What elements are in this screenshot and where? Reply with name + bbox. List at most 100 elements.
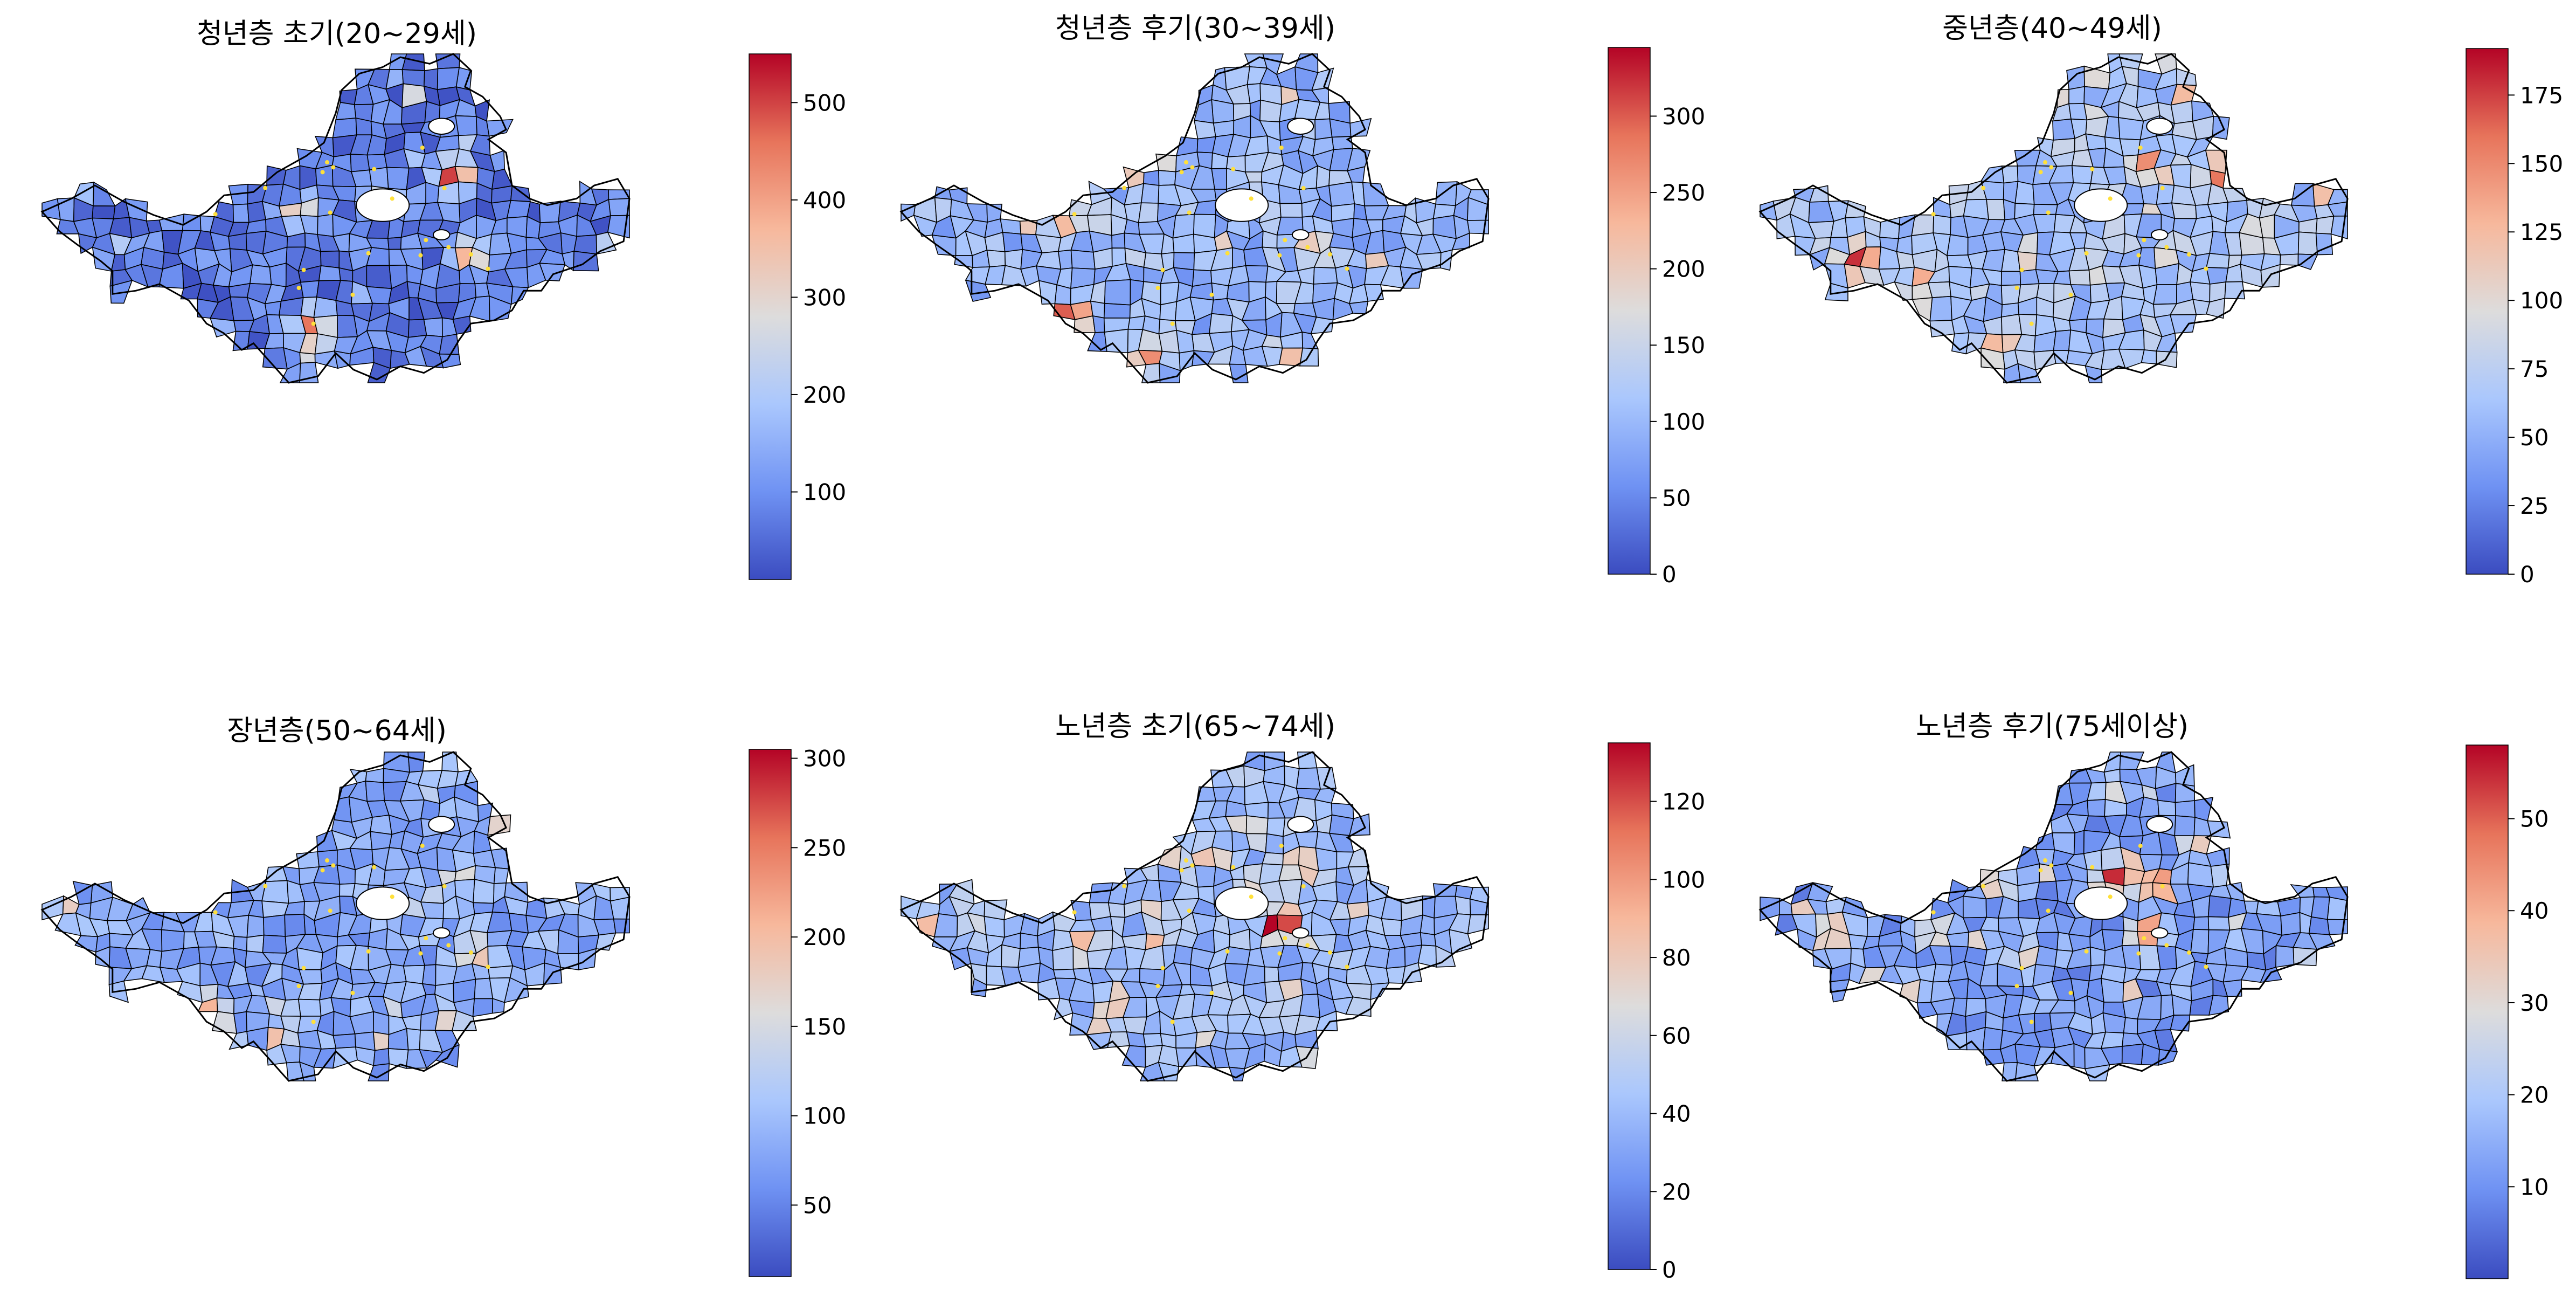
marker-dot (1184, 858, 1189, 863)
colorbar-tick-label: 80 (1662, 944, 1691, 971)
district (2123, 1017, 2138, 1035)
marker-dot (1345, 266, 1349, 271)
marker-dot (1327, 950, 1332, 955)
district (931, 235, 957, 256)
district (1348, 300, 1369, 314)
colorbar-tick-label: 30 (2520, 990, 2549, 1016)
district (2308, 916, 2330, 935)
district (372, 1011, 390, 1035)
marker-dot (1122, 185, 1127, 190)
district (1381, 918, 1402, 936)
colorbar-tick-label: 100 (803, 1103, 846, 1129)
district (1103, 302, 1131, 319)
district (487, 814, 511, 836)
colorbar-tick-label: 0 (1662, 561, 1677, 588)
marker-dot (2029, 321, 2034, 326)
map-title: 청년층 초기(20~29세) (197, 18, 477, 50)
marker-dot (420, 843, 425, 848)
marker-dot (2068, 292, 2073, 297)
marker-dot (2049, 863, 2054, 868)
district (510, 286, 529, 305)
district (2014, 1062, 2039, 1081)
map-title: 노년층 초기(65~74세) (1055, 711, 1335, 743)
colorbar: 0 50 100 150 200 250 300 (1608, 47, 1705, 588)
city-boundary (1758, 53, 2349, 384)
district (2170, 164, 2192, 189)
district (954, 255, 973, 268)
district (1435, 945, 1456, 968)
marker-dot (1327, 252, 1332, 257)
colorbar-tick-label: 250 (803, 835, 846, 861)
map-hole (2146, 816, 2173, 833)
marker-dot (2019, 267, 2024, 272)
district-polygons (41, 53, 630, 383)
district (2033, 350, 2056, 371)
marker-dot (468, 252, 473, 257)
district (1092, 247, 1113, 270)
district-polygons (1760, 53, 2348, 383)
marker-dot (1345, 964, 1349, 969)
district (2087, 799, 2106, 817)
district (425, 182, 440, 204)
map-panel-5: 노년층 초기(65~74세) 0 20 40 60 80 100 120 (899, 711, 1705, 1283)
district (1243, 964, 1265, 986)
district (539, 263, 566, 281)
district (232, 203, 250, 223)
marker-dot (424, 238, 428, 243)
district (2071, 165, 2094, 184)
marker-dot (2084, 251, 2089, 256)
district (1245, 265, 1269, 283)
marker-dot (1155, 286, 1160, 291)
district (1194, 865, 1216, 888)
marker-dot (2090, 167, 2095, 171)
district (1054, 284, 1071, 305)
district (2174, 815, 2196, 837)
marker-dot (420, 145, 425, 150)
district (211, 1011, 238, 1034)
colorbar-scale (1608, 47, 1651, 575)
district (1419, 932, 1437, 947)
marker-dot (486, 964, 490, 969)
district (2153, 284, 2177, 305)
district (2156, 945, 2177, 970)
district (350, 154, 370, 173)
district (1313, 266, 1338, 285)
district (370, 831, 392, 851)
district (1455, 895, 1471, 915)
colorbar-tick-label: 400 (803, 187, 846, 213)
district (333, 1033, 356, 1049)
district (249, 264, 272, 285)
map-title: 노년층 후기(75세이상) (1916, 711, 2189, 743)
district (299, 352, 316, 364)
district (407, 319, 427, 338)
district (2156, 183, 2175, 205)
marker-dot (1179, 170, 1184, 175)
marker-dot (1170, 1019, 1175, 1024)
colorbar-tick-label: 20 (2520, 1082, 2549, 1108)
marker-dot (2160, 185, 2165, 190)
district (246, 934, 265, 953)
marker-dot (2186, 252, 2191, 257)
marker-dot (1981, 884, 1986, 888)
marker-dot (1931, 910, 1936, 915)
map-hole (432, 927, 451, 939)
district (2000, 271, 2021, 286)
marker-dot (1155, 984, 1160, 989)
district (1294, 831, 1319, 849)
colorbar-tick-label: 200 (803, 924, 846, 950)
marker-dot (1190, 863, 1195, 868)
district (246, 914, 265, 938)
marker-dot (2164, 943, 2169, 948)
marker-dot (2136, 253, 2141, 258)
marker-dot (372, 865, 377, 870)
colorbar-tick-label: 0 (1662, 1257, 1677, 1283)
marker-dot (1187, 210, 1192, 215)
district (403, 964, 425, 984)
map-hole (1215, 188, 1269, 222)
map-hole (1215, 886, 1269, 920)
colorbar-tick-label: 20 (1662, 1178, 1691, 1205)
marker-dot (446, 245, 451, 250)
district (1001, 944, 1021, 968)
district (1417, 944, 1437, 968)
district (1315, 1010, 1338, 1031)
